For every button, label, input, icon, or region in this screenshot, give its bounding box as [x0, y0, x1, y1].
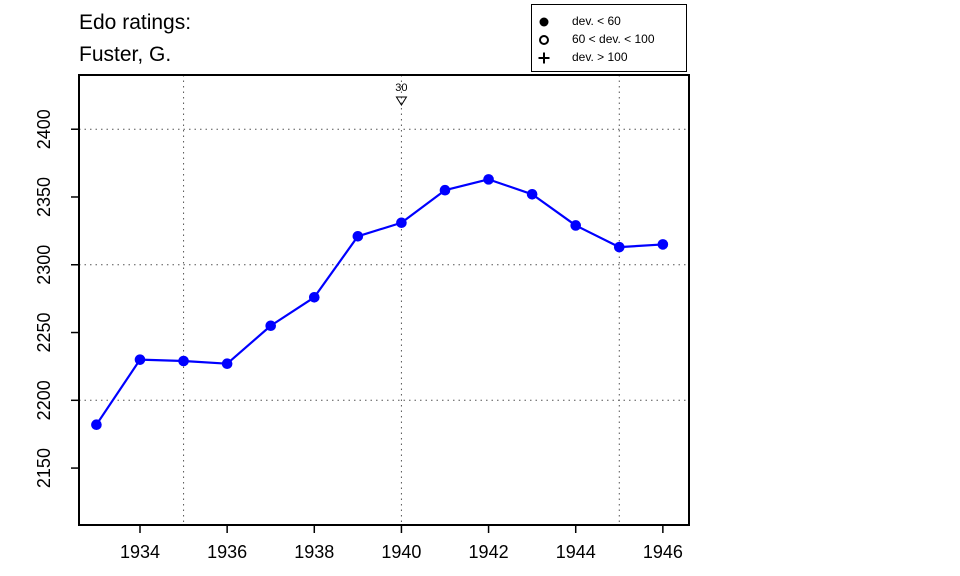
data-point — [570, 220, 582, 231]
legend-label: 60 < dev. < 100 — [572, 32, 655, 46]
data-point — [526, 188, 538, 200]
x-tick-label: 1938 — [294, 542, 334, 562]
series-line — [95, 178, 663, 426]
data-point — [91, 419, 102, 430]
y-tick-label: 2300 — [34, 245, 54, 285]
legend-item-plus: dev. > 100 — [532, 49, 686, 67]
legend: dev. < 60 60 < dev. < 100 dev. > 100 — [531, 4, 687, 72]
legend-item-open: 60 < dev. < 100 — [532, 31, 686, 49]
chart-title-line-2: Fuster, G. — [79, 43, 172, 66]
y-tick-label: 2200 — [34, 380, 54, 420]
data-point — [134, 354, 146, 365]
data-point — [221, 358, 233, 370]
data-series — [91, 174, 669, 430]
x-tick-label: 1940 — [381, 542, 421, 562]
y-tick-label: 2350 — [34, 177, 54, 217]
legend-label: dev. > 100 — [572, 50, 628, 64]
legend-label: dev. < 60 — [572, 14, 621, 28]
y-tick-label: 2400 — [34, 109, 54, 149]
axis-ticks: 1934 1936 1938 1940 1942 1944 1946 2150 2200 2250… — [34, 109, 683, 562]
plot-frame — [78, 74, 690, 526]
y-tick-label: 2250 — [34, 313, 54, 353]
x-tick-label: 1942 — [469, 542, 509, 562]
x-tick-label: 1936 — [207, 542, 247, 562]
data-point — [308, 291, 320, 303]
data-point — [352, 230, 364, 242]
data-point — [439, 184, 451, 196]
chart-title-line-1: Edo ratings: — [79, 11, 192, 34]
data-point — [657, 239, 669, 250]
open-circle-icon — [539, 35, 549, 45]
annotations: 30 — [395, 82, 408, 106]
x-tick-label: 1946 — [643, 542, 683, 562]
triangle-down-icon — [395, 96, 408, 106]
annotation-label: 30 — [395, 82, 407, 94]
filled-circle-icon — [539, 17, 549, 27]
legend-item-filled: dev. < 60 — [532, 13, 686, 31]
x-tick-label: 1944 — [556, 542, 596, 562]
data-point — [483, 174, 494, 185]
data-point — [613, 241, 625, 253]
data-point — [265, 320, 277, 332]
x-tick-label: 1934 — [120, 542, 160, 562]
data-point — [396, 217, 407, 229]
data-point — [178, 355, 189, 367]
gridlines — [79, 75, 689, 525]
plus-icon — [538, 52, 550, 64]
y-tick-label: 2150 — [34, 448, 54, 488]
